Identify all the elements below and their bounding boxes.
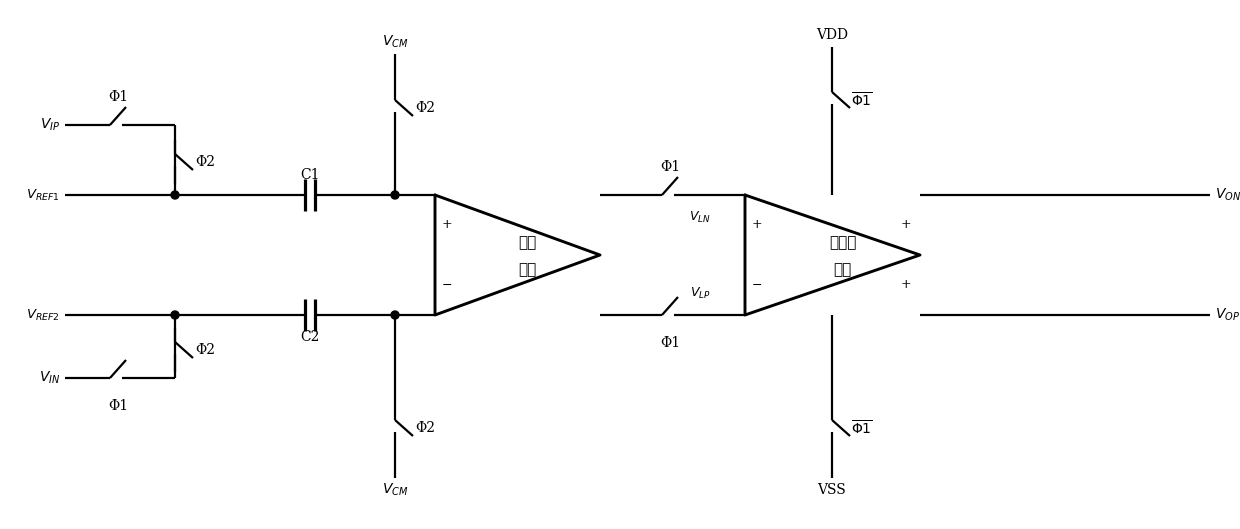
Text: +: +	[900, 218, 911, 232]
Text: 存器: 存器	[833, 263, 852, 277]
Circle shape	[171, 311, 179, 319]
Text: Φ2: Φ2	[195, 155, 215, 169]
Text: $V_{LP}$: $V_{LP}$	[689, 286, 711, 300]
Text: $\overline{Φ1}$: $\overline{Φ1}$	[851, 419, 873, 437]
Text: Φ1: Φ1	[660, 160, 680, 174]
Circle shape	[391, 191, 399, 199]
Text: Φ2: Φ2	[195, 343, 215, 357]
Text: +: +	[900, 278, 911, 291]
Circle shape	[171, 191, 179, 199]
Circle shape	[391, 311, 399, 319]
Text: $V_{REF1}$: $V_{REF1}$	[26, 187, 60, 203]
Text: $V_{CM}$: $V_{CM}$	[382, 482, 408, 498]
Text: $V_{CM}$: $V_{CM}$	[382, 34, 408, 50]
Text: Φ1: Φ1	[108, 90, 128, 104]
Text: $V_{IP}$: $V_{IP}$	[40, 117, 60, 133]
Text: −: −	[441, 278, 453, 291]
Text: $V_{REF2}$: $V_{REF2}$	[26, 307, 60, 323]
Text: $V_{LN}$: $V_{LN}$	[689, 209, 711, 224]
Text: $V_{OP}$: $V_{OP}$	[1215, 307, 1240, 323]
Text: VDD: VDD	[816, 28, 848, 42]
Text: C1: C1	[300, 168, 320, 182]
Text: 大器: 大器	[518, 263, 537, 277]
Text: $\overline{Φ1}$: $\overline{Φ1}$	[851, 91, 873, 109]
Text: +: +	[751, 218, 763, 232]
Text: Φ1: Φ1	[108, 399, 128, 413]
Text: Φ2: Φ2	[415, 421, 435, 435]
Text: C2: C2	[300, 330, 320, 344]
Text: −: −	[751, 278, 763, 291]
Text: +: +	[441, 218, 453, 232]
Text: 差分锁: 差分锁	[828, 236, 856, 250]
Text: $V_{ON}$: $V_{ON}$	[1215, 187, 1240, 203]
Text: Φ2: Φ2	[415, 101, 435, 115]
Text: Φ1: Φ1	[660, 336, 680, 350]
Text: VSS: VSS	[817, 483, 847, 497]
Text: 预放: 预放	[518, 236, 537, 250]
Text: $V_{IN}$: $V_{IN}$	[38, 370, 60, 386]
